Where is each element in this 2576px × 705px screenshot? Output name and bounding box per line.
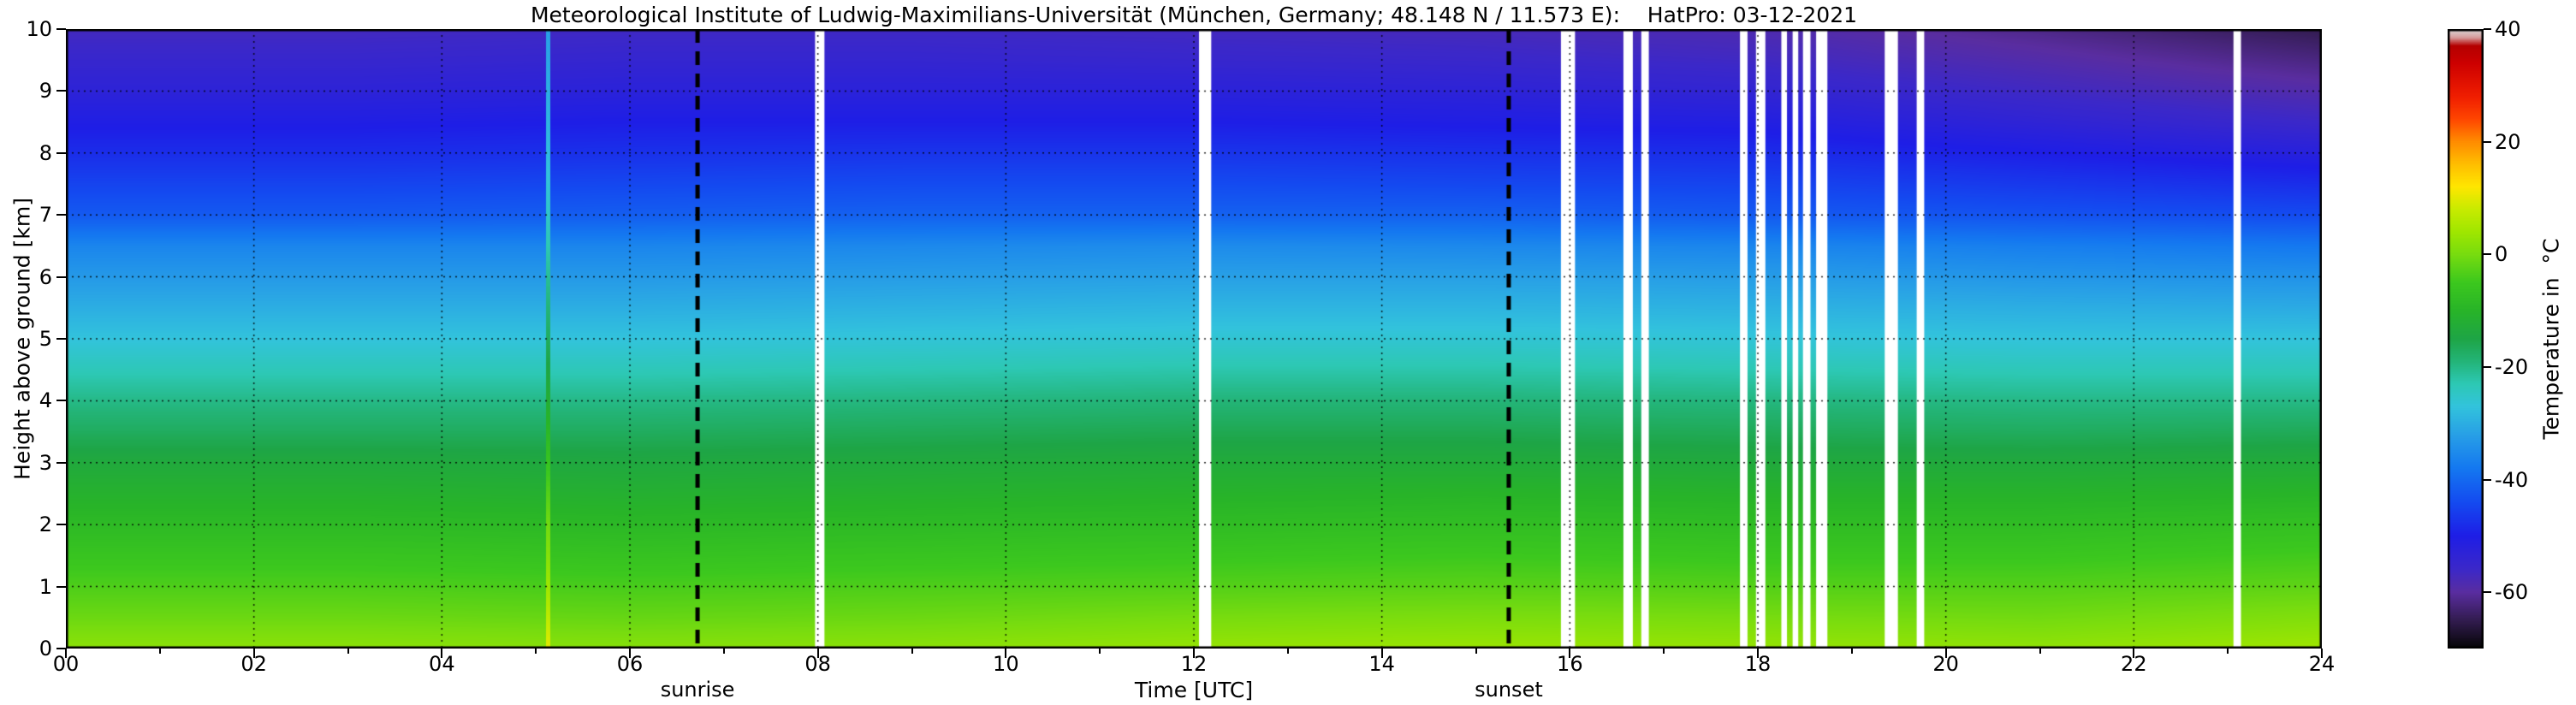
x-tick-label: 14	[1368, 652, 1395, 676]
x-tick	[65, 649, 67, 658]
x-tick	[1663, 649, 1665, 654]
colorbar-tick-label: -60	[2495, 580, 2529, 605]
colorbar-tick-label: 0	[2495, 242, 2508, 267]
y-tick-label: 1	[39, 574, 52, 599]
x-tick	[2039, 649, 2041, 654]
y-tick	[56, 28, 66, 30]
y-tick-label: 0	[39, 637, 52, 661]
colorbar-tick	[2484, 591, 2491, 594]
y-tick-label: 8	[39, 140, 52, 165]
x-tick	[2133, 649, 2135, 658]
colorbar-tick-label: -40	[2495, 467, 2529, 492]
colorbar-tick-label: 40	[2495, 17, 2521, 41]
x-tick-label: 06	[616, 652, 644, 676]
x-tick	[441, 649, 443, 658]
y-tick	[56, 524, 66, 526]
x-tick	[1286, 649, 1289, 654]
x-tick-label: 08	[804, 652, 831, 676]
y-tick-label: 2	[39, 512, 52, 537]
x-tick	[1380, 649, 1383, 658]
y-tick-label: 9	[39, 79, 52, 104]
x-tick-label: 02	[240, 652, 267, 676]
x-axis-label: Time [UTC]	[1134, 678, 1254, 702]
x-tick	[1944, 649, 1947, 658]
y-tick	[56, 214, 66, 216]
y-tick	[56, 461, 66, 464]
y-tick	[56, 648, 66, 649]
x-tick	[1569, 649, 1571, 658]
x-tick	[1757, 649, 1759, 658]
x-tick	[252, 649, 255, 658]
x-tick	[1193, 649, 1195, 658]
colorbar-tick-label: -20	[2495, 354, 2529, 379]
x-tick-label: 12	[1180, 652, 1208, 676]
colorbar-tick	[2484, 140, 2491, 143]
x-tick-label: 24	[2308, 652, 2336, 676]
y-tick	[56, 585, 66, 588]
y-tick	[56, 275, 66, 278]
y-tick-label: 10	[26, 17, 52, 41]
x-tick	[347, 649, 349, 654]
y-tick-label: 4	[39, 388, 52, 413]
x-tick	[1099, 649, 1101, 654]
y-tick	[56, 400, 66, 402]
x-tick-label: 20	[1932, 652, 1959, 676]
sunrise-annotation: sunrise	[660, 678, 735, 702]
x-tick	[1475, 649, 1477, 654]
y-tick-label: 7	[39, 203, 52, 228]
colorbar	[2448, 29, 2484, 649]
y-tick	[56, 338, 66, 340]
x-tick	[158, 649, 161, 654]
y-tick	[56, 151, 66, 154]
colorbar-tick	[2484, 478, 2491, 481]
x-tick	[535, 649, 537, 654]
x-tick	[629, 649, 631, 658]
y-tick-label: 5	[39, 327, 52, 351]
colorbar-tick	[2484, 28, 2491, 30]
colorbar-tick	[2484, 365, 2491, 368]
sunset-annotation: sunset	[1475, 678, 1543, 702]
y-tick	[56, 90, 66, 92]
x-tick-label: 18	[1744, 652, 1772, 676]
x-tick-label: 10	[993, 652, 1019, 676]
x-tick-label: 00	[52, 652, 80, 676]
colorbar-label: Temperature in °C	[2538, 238, 2564, 440]
x-tick	[1005, 649, 1007, 658]
x-tick-label: 22	[2121, 652, 2147, 676]
x-tick-label: 16	[1557, 652, 1583, 676]
x-tick	[2227, 649, 2229, 654]
y-tick-label: 6	[39, 264, 52, 289]
x-tick	[722, 649, 725, 654]
x-tick	[911, 649, 913, 654]
chart-title: Meteorological Institute of Ludwig-Maxim…	[530, 3, 1858, 27]
x-tick	[2321, 649, 2323, 658]
heatmap-canvas	[66, 29, 2322, 649]
x-tick-label: 04	[429, 652, 455, 676]
x-tick	[1850, 649, 1853, 654]
y-tick-label: 3	[39, 450, 52, 475]
colorbar-tick	[2484, 253, 2491, 256]
x-tick	[816, 649, 819, 658]
colorbar-tick-label: 20	[2495, 129, 2521, 154]
